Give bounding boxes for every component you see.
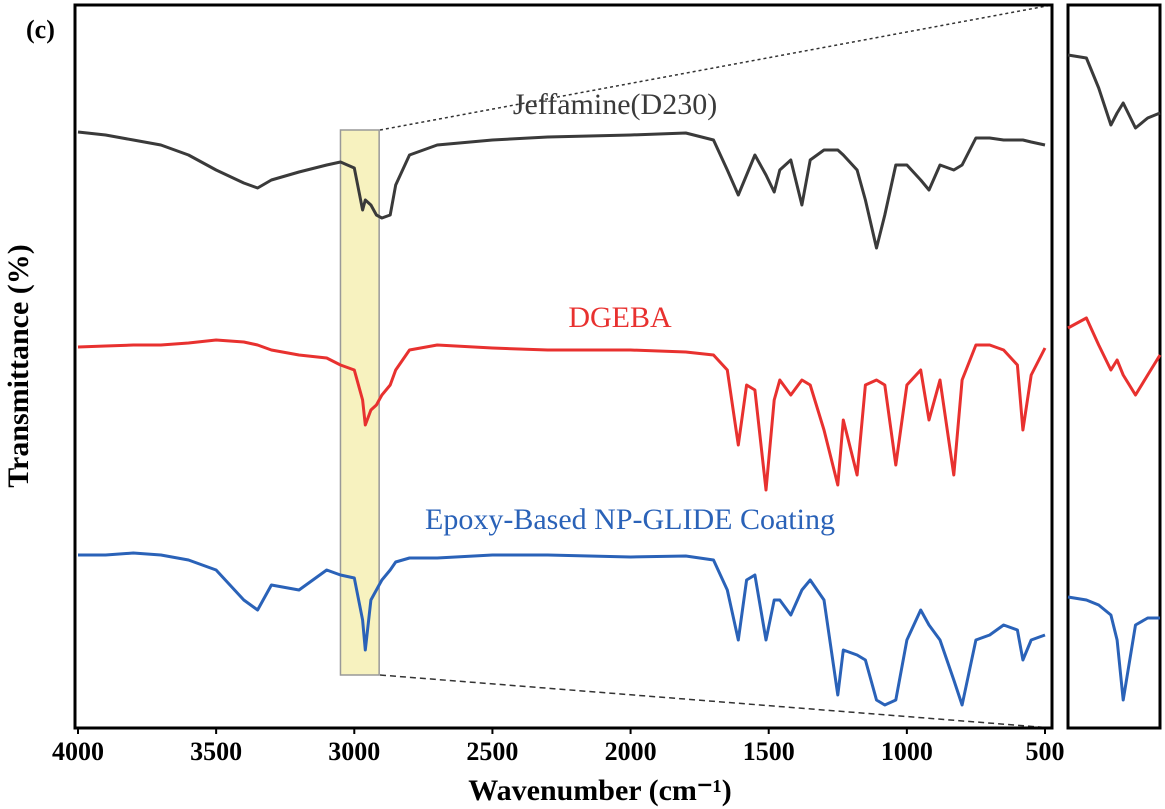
spectrum-line <box>1067 316 1162 397</box>
y-axis-label: Transmittance (%) <box>2 244 35 488</box>
inset-frame <box>1066 3 1162 730</box>
series-label: DGEBA <box>568 301 672 334</box>
spectrum-line <box>77 338 1047 492</box>
spectrum-line <box>77 130 1046 250</box>
x-axis-label: Wavenumber (cm⁻¹) <box>468 774 731 807</box>
highlight-band <box>339 129 380 676</box>
x-tick-label: 3000 <box>328 737 380 766</box>
x-tick-label: 1000 <box>881 737 933 766</box>
x-tick-label: 2000 <box>605 737 657 766</box>
x-tick-label: 500 <box>1026 737 1065 766</box>
x-tick-label: 4000 <box>52 737 104 766</box>
spectrum-line <box>1067 53 1161 130</box>
spectrum-line <box>1067 595 1160 702</box>
spectrum-line <box>78 551 1046 707</box>
series-label: Jeffamine(D230) <box>513 88 717 121</box>
panel-label: (c) <box>26 15 55 44</box>
x-tick-label: 2500 <box>466 737 518 766</box>
series-label: Epoxy-Based NP-GLIDE Coating <box>425 503 835 536</box>
x-tick-label: 3500 <box>190 737 242 766</box>
plot-frame <box>73 3 1054 730</box>
zoom-line <box>379 674 1053 729</box>
x-tick-label: 1500 <box>743 737 795 766</box>
